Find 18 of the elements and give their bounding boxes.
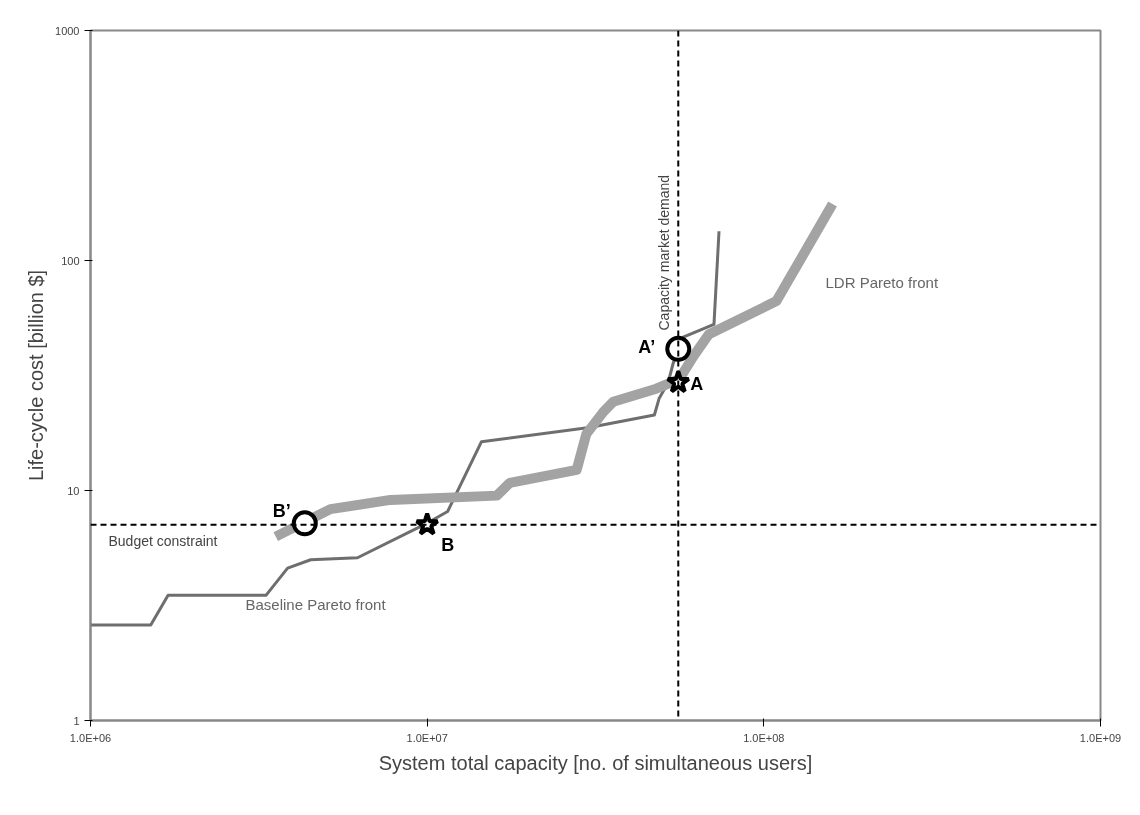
x-tick-label: 1.0E+09 [1079, 731, 1122, 744]
y-tick-label: 1000 [55, 24, 80, 37]
x-axis-title: System total capacity [no. of simultaneous users] [378, 751, 813, 774]
x-tick-label: 1.0E+06 [69, 731, 112, 744]
ref-line-label: Budget constraint [108, 532, 218, 549]
y-tick-label: 100 [61, 254, 80, 267]
annotation: B [441, 534, 455, 555]
ref-line-label: Capacity market demand [656, 174, 673, 331]
x-tick-label: 1.0E+08 [743, 731, 785, 744]
annotation: A’ [638, 336, 656, 357]
y-axis-title: Life-cycle cost [billion $] [25, 269, 48, 482]
y-tick-label: 1 [73, 714, 80, 727]
annotation: A [690, 374, 704, 395]
y-tick-label: 10 [67, 484, 80, 497]
annotation: Baseline Pareto front [245, 595, 387, 613]
annotation: B’ [272, 501, 291, 522]
x-tick-label: 1.0E+07 [406, 731, 448, 744]
annotation: LDR Pareto front [825, 273, 939, 291]
